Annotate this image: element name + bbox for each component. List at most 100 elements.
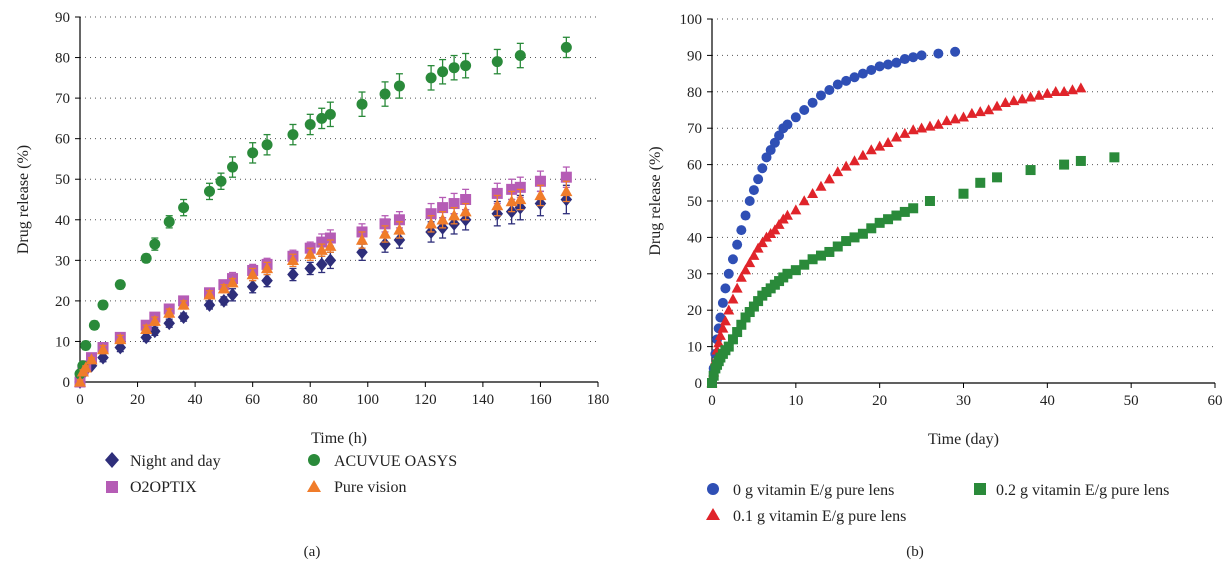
data-point xyxy=(740,312,751,323)
data-point xyxy=(941,115,953,126)
data-point xyxy=(907,124,919,135)
data-point xyxy=(752,242,764,253)
data-point xyxy=(140,252,152,264)
data-point xyxy=(732,239,743,250)
panel-label-b: (b) xyxy=(906,544,924,560)
data-point xyxy=(114,333,127,345)
data-point xyxy=(97,299,109,311)
data-point xyxy=(799,259,810,270)
legend-marker-triangle xyxy=(706,508,720,520)
x-tick-label: 40 xyxy=(188,392,203,408)
y-axis-label: Drug release (%) xyxy=(647,146,664,255)
data-point xyxy=(992,172,1003,183)
legend-item-o2optix: O2OPTIX xyxy=(106,479,197,496)
data-point xyxy=(866,223,877,234)
data-point xyxy=(753,296,764,307)
x-tick-label: 160 xyxy=(529,392,552,408)
data-point xyxy=(798,195,810,206)
legend-marker-square xyxy=(106,481,118,493)
data-point xyxy=(356,98,368,110)
data-point xyxy=(717,297,728,308)
data-point xyxy=(114,340,127,355)
data-point xyxy=(315,243,328,255)
data-point xyxy=(379,237,391,251)
y-tick-label: 50 xyxy=(55,172,70,188)
data-point xyxy=(807,187,819,198)
legend-marker-circle xyxy=(308,454,320,466)
x-tick-label: 60 xyxy=(1208,393,1223,409)
data-point xyxy=(727,334,738,345)
data-point xyxy=(1075,155,1086,166)
data-point xyxy=(149,238,161,250)
y-tick-label: 80 xyxy=(687,85,702,101)
data-point xyxy=(304,261,316,276)
data-point xyxy=(916,122,928,133)
data-point xyxy=(1041,87,1053,98)
chart-a: 0 10 20 30 40 50 60 70 80 90 0 20 40 60 80 100 120 140 160… xyxy=(15,10,609,447)
data-point xyxy=(748,249,760,260)
data-point xyxy=(148,314,161,326)
data-point xyxy=(378,227,392,239)
legend-item-acuvue-oasys: ACUVUE OASYS xyxy=(308,453,457,470)
y-tick-label: 0 xyxy=(63,375,71,391)
legend-label: 0 g vitamin E/g pure lens xyxy=(733,482,894,499)
data-point xyxy=(96,343,110,355)
x-tick-label: 0 xyxy=(708,393,716,409)
chart-b: 0 10 20 30 40 50 60 70 80 90 100 0 10 20 30 40 50 60 Time … xyxy=(647,12,1223,448)
legend-item-night-and-day: Night and day xyxy=(105,452,221,470)
data-point xyxy=(723,341,734,352)
data-point xyxy=(773,218,785,229)
data-point xyxy=(824,246,835,257)
data-point xyxy=(908,52,919,63)
y-tick-label: 30 xyxy=(55,253,70,269)
data-point xyxy=(849,155,861,166)
data-point xyxy=(85,353,98,365)
data-point xyxy=(97,350,109,365)
data-point xyxy=(79,361,92,373)
data-point xyxy=(790,112,801,123)
data-point xyxy=(983,104,995,115)
data-point xyxy=(149,324,161,339)
data-point xyxy=(782,268,793,279)
data-point xyxy=(744,196,755,206)
data-point xyxy=(708,370,719,381)
legend-marker-triangle xyxy=(307,480,321,492)
y-tick-label: 70 xyxy=(687,121,702,137)
data-point xyxy=(560,41,572,53)
data-point xyxy=(857,68,868,79)
data-point xyxy=(713,337,725,348)
data-point xyxy=(436,213,449,225)
y-tick-label: 60 xyxy=(55,132,70,148)
data-point xyxy=(163,306,176,318)
data-point xyxy=(849,72,860,83)
data-point xyxy=(1025,91,1037,102)
data-point xyxy=(246,279,259,294)
data-point xyxy=(924,120,936,131)
data-point xyxy=(891,57,902,68)
data-point xyxy=(849,232,860,243)
legend-marker-diamond xyxy=(105,452,119,468)
x-tick-label: 0 xyxy=(76,392,84,408)
x-tick-label: 20 xyxy=(130,392,145,408)
data-point xyxy=(950,46,961,57)
data-point xyxy=(506,183,518,195)
data-point xyxy=(933,48,944,59)
x-tick-label: 140 xyxy=(472,392,495,408)
data-point xyxy=(735,271,747,282)
data-point xyxy=(393,233,406,247)
data-point xyxy=(949,113,961,124)
y-tick-label: 90 xyxy=(55,10,70,26)
data-point xyxy=(1058,86,1070,97)
y-tick-label: 50 xyxy=(687,194,702,210)
data-point xyxy=(379,88,391,100)
data-point xyxy=(732,327,743,338)
legend-item-0-2g-vitamin-e: 0.2 g vitamin E/g pure lens xyxy=(974,482,1169,499)
data-point xyxy=(736,225,747,236)
x-axis-label: Time (day) xyxy=(928,431,999,448)
data-point xyxy=(514,50,526,62)
data-point xyxy=(204,185,215,197)
data-point xyxy=(769,224,781,235)
data-point xyxy=(841,75,852,86)
data-point xyxy=(790,204,802,215)
data-point xyxy=(916,50,927,61)
